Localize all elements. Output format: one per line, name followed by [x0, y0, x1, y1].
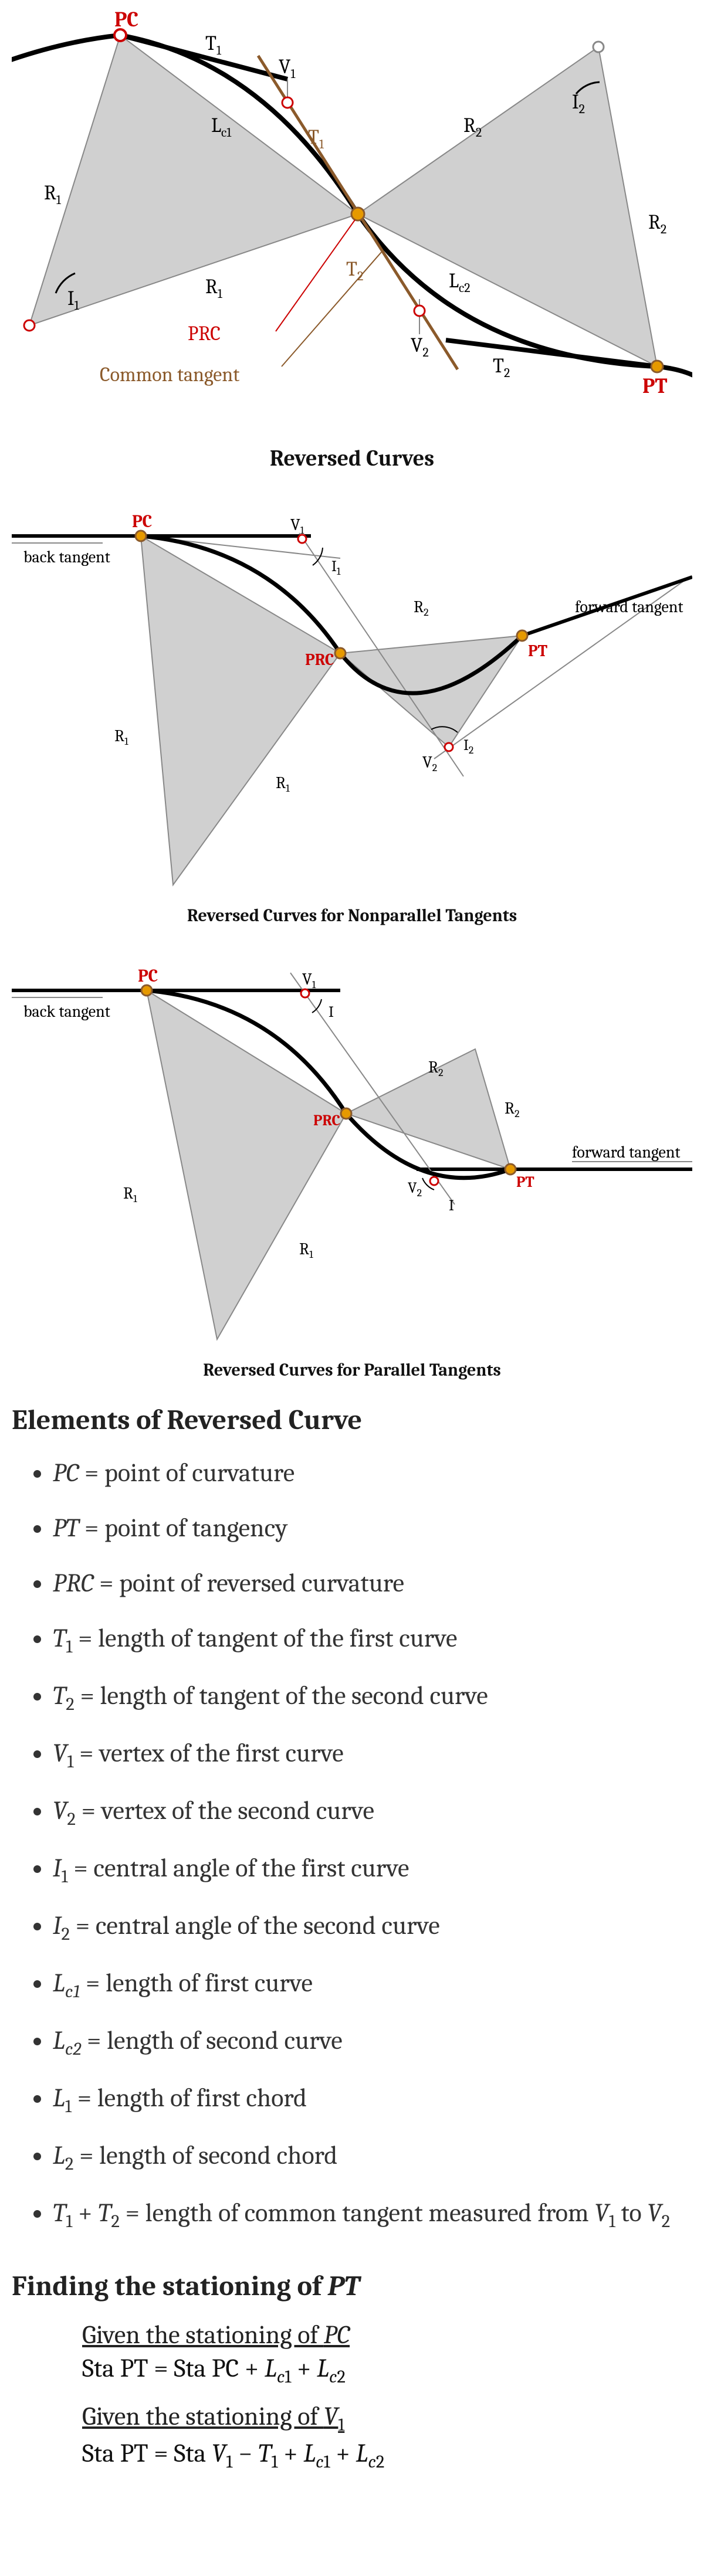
label-r1a-3: R1 [123, 1184, 137, 1205]
label-pc: PC [114, 8, 138, 32]
label-common-tangent: Common tangent [100, 363, 239, 386]
label-r2a-3: R2 [428, 1058, 444, 1079]
label-back-tangent: back tangent [23, 548, 110, 566]
label-pt3: PT [516, 1173, 534, 1191]
element-item: Lc1 = length of first curve [53, 1964, 692, 2005]
caption-nonparallel: Reversed Curves for Nonparallel Tangents [12, 905, 692, 926]
element-item: I1 = central angle of the first curve [53, 1849, 692, 1890]
formula-block-1: Given the stationing of PC Sta PT = Sta … [12, 2320, 692, 2472]
diagram-nonparallel: back tangent PC V1 I1 R2 PRC PT forward … [12, 489, 692, 926]
label-i2-2: I2 [463, 737, 473, 756]
diagram2-svg: back tangent PC V1 I1 R2 PRC PT forward … [12, 489, 692, 900]
element-item: I2 = central angle of the second curve [53, 1906, 692, 1947]
label-prc2: PRC [305, 650, 334, 669]
label-i1-2: I1 [331, 558, 341, 578]
label-prc: PRC [188, 322, 221, 345]
formula-eq-2: Sta PT = Sta V1 − T1 + Lc1 + Lc2 [82, 2438, 692, 2472]
element-item: PC = point of curvature [53, 1454, 692, 1492]
label-t1b: T1 [308, 125, 324, 152]
label-i-top: I [329, 1003, 334, 1021]
element-item: T1 = length of tangent of the first curv… [53, 1619, 692, 1660]
elements-list: PC = point of curvature PT = point of tan… [12, 1454, 692, 2235]
label-r1b-3: R1 [299, 1240, 313, 1261]
element-item: PT = point of tangency [53, 1509, 692, 1547]
formula-given-2: Given the stationing of V1 [82, 2401, 692, 2435]
label-r2-2: R2 [414, 598, 429, 619]
diagram-reversed-curves: PC T1 V1 T1 Lc1 R2 I2 R2 R1 R1 I1 T2 Lc2… [12, 6, 692, 471]
element-item: Lc2 = length of second curve [53, 2021, 692, 2062]
element-item: V2 = vertex of the second curve [53, 1791, 692, 1832]
label-pc3: PC [138, 966, 158, 986]
label-r1a-2: R1 [114, 727, 128, 748]
label-forward-tangent: forward tangent [575, 598, 683, 616]
label-r1a: R1 [44, 181, 62, 208]
label-r2b-3: R2 [505, 1099, 520, 1120]
stationing-heading: Finding the stationing of PT [12, 2270, 692, 2302]
label-pc2: PC [132, 511, 152, 532]
label-pt: PT [642, 374, 667, 398]
element-item: PRC = point of reversed curvature [53, 1564, 692, 1603]
caption-reversed-curves: Reversed Curves [12, 446, 692, 471]
label-lc2: Lc2 [449, 269, 471, 296]
label-t2a: T2 [346, 257, 363, 284]
element-item: T2 = length of tangent of the second cur… [53, 1676, 692, 1718]
label-r1b-2: R1 [276, 773, 290, 795]
label-v2-3: V2 [408, 1179, 422, 1199]
label-v2: V2 [411, 334, 429, 360]
stationing-heading-var: PT [328, 2270, 360, 2302]
elements-heading: Elements of Reversed Curve [12, 1404, 692, 1436]
label-v2-2: V2 [422, 753, 437, 774]
label-r1b: R1 [205, 275, 223, 301]
label-v1-2: V1 [290, 515, 304, 537]
label-v1: V1 [279, 55, 296, 82]
label-i-bot: I [449, 1197, 454, 1214]
formula-eq-1: Sta PT = Sta PC + Lc1 + Lc2 [82, 2353, 692, 2387]
element-item: L2 = length of second chord [53, 2136, 692, 2177]
label-r2b: R2 [648, 211, 666, 237]
label-back-tangent3: back tangent [23, 1002, 110, 1021]
formula-given-1: Given the stationing of PC [82, 2320, 692, 2350]
element-item: V1 = vertex of the first curve [53, 1734, 692, 1775]
stationing-heading-text: Finding the stationing of [12, 2270, 328, 2302]
caption-parallel: Reversed Curves for Parallel Tangents [12, 1360, 692, 1380]
label-t2b: T2 [493, 354, 510, 381]
label-v1-3: V1 [302, 970, 316, 991]
diagram-parallel: back tangent PC V1 I R2 R2 PRC PT forwar… [12, 943, 692, 1380]
label-prc3: PRC [313, 1112, 340, 1129]
label-t1a: T1 [205, 32, 222, 58]
label-pt2: PT [528, 642, 548, 660]
label-forward-tangent3: forward tangent [572, 1143, 681, 1162]
diagram3-svg: back tangent PC V1 I R2 R2 PRC PT forwar… [12, 943, 692, 1354]
label-r2a: R2 [463, 114, 482, 140]
element-item: T1 + T2 = length of common tangent measu… [53, 2194, 692, 2235]
element-item: L1 = length of first chord [53, 2079, 692, 2120]
diagram1-svg: PC T1 V1 T1 Lc1 R2 I2 R2 R1 R1 I1 T2 Lc2… [12, 6, 692, 434]
